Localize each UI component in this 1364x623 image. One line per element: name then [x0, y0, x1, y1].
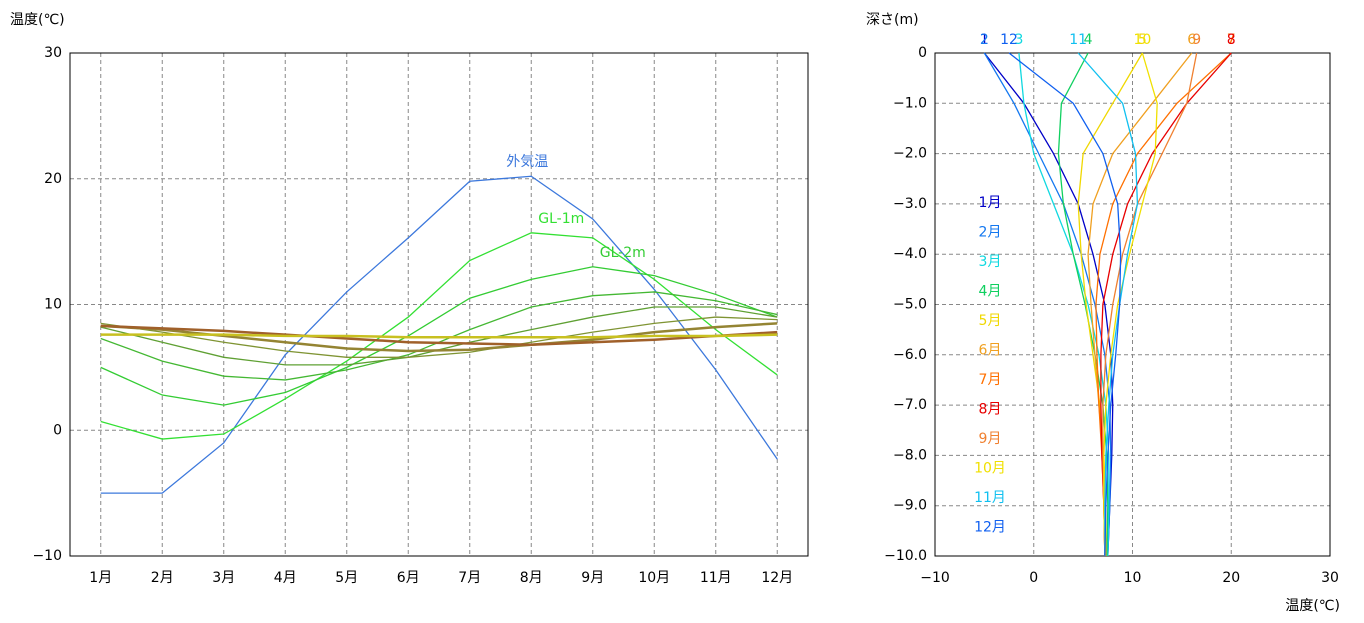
x-tick-label: 8月: [520, 570, 543, 586]
x-tick-label: 6月: [397, 570, 420, 586]
series-label: GL-2m: [600, 245, 646, 261]
y-tick-label: 0: [918, 45, 927, 61]
y-tick-label: −5.0: [893, 297, 927, 313]
y-tick-label: −10: [32, 548, 62, 564]
data-line: [100, 333, 778, 339]
top-label: 2: [980, 32, 989, 48]
y-tick-label: 0: [53, 422, 62, 438]
x-tick-label: 11月: [700, 570, 732, 586]
y-tick-label: −7.0: [893, 397, 927, 413]
x-tick-label: 1月: [89, 570, 112, 586]
top-label: 6: [1187, 32, 1196, 48]
top-label: 9: [1192, 32, 1201, 48]
data-line: [100, 324, 778, 346]
x-tick-label: 0: [1029, 570, 1038, 586]
top-label: 4: [1084, 32, 1093, 48]
x-tick-label: 30: [1321, 570, 1339, 586]
data-line: [100, 232, 778, 440]
legend-label: 9月: [979, 431, 1002, 447]
plot-frame: [934, 52, 1331, 557]
profile-line: [1100, 52, 1232, 557]
y-tick-label: −2.0: [893, 146, 927, 162]
y-tick-label: −3.0: [893, 196, 927, 212]
legend-label: 8月: [979, 402, 1002, 418]
x-tick-label: 9月: [581, 570, 604, 586]
y-tick-label: −4.0: [893, 246, 927, 262]
x-tick-label: 7月: [458, 570, 481, 586]
y-axis-label: 温度(℃): [10, 12, 65, 28]
profile-line: [1018, 52, 1110, 557]
top-label: 8: [1227, 32, 1236, 48]
data-line: [100, 316, 778, 358]
top-label: 11: [1069, 32, 1087, 48]
legend-label: 1月: [979, 195, 1002, 211]
y-tick-label: −10.0: [884, 548, 927, 564]
top-label: 3: [1014, 32, 1023, 48]
legend-label: 2月: [979, 225, 1002, 241]
x-tick-label: 5月: [335, 570, 358, 586]
x-tick-label: 12月: [761, 570, 793, 586]
y-tick-label: −9.0: [893, 498, 927, 514]
y-tick-label: 10: [44, 297, 62, 313]
x-tick-label: 20: [1222, 570, 1240, 586]
x-tick-label: 3月: [212, 570, 235, 586]
data-line: [100, 175, 778, 494]
x-tick-label: 10月: [638, 570, 670, 586]
profile-line: [1103, 52, 1158, 557]
series-label: GL-1m: [538, 211, 584, 227]
profile-line: [1102, 52, 1198, 557]
profile-line: [1008, 52, 1122, 557]
y-axis-label: 深さ(m): [866, 12, 919, 28]
data-line: [100, 266, 778, 406]
series-label: 外気温: [506, 154, 548, 170]
y-tick-label: −8.0: [893, 447, 927, 463]
top-label: 1: [980, 32, 989, 48]
x-tick-label: 10: [1124, 570, 1142, 586]
profile-line: [983, 52, 1114, 557]
top-label: 12: [1000, 32, 1018, 48]
legend-label: 7月: [979, 372, 1002, 388]
top-label: 5: [1138, 32, 1147, 48]
legend-label: 4月: [979, 284, 1002, 300]
plot-frame: [69, 52, 809, 557]
legend-label: 12月: [974, 520, 1006, 536]
x-tick-label: 2月: [151, 570, 174, 586]
y-tick-label: −6.0: [893, 347, 927, 363]
legend-label: 5月: [979, 313, 1002, 329]
legend-label: 3月: [979, 254, 1002, 270]
y-tick-label: 30: [44, 45, 62, 61]
x-axis-label: 温度(℃): [1285, 598, 1340, 614]
top-label: 10: [1133, 32, 1151, 48]
legend-label: 10月: [974, 461, 1006, 477]
y-tick-label: −1.0: [893, 95, 927, 111]
legend-label: 6月: [979, 343, 1002, 359]
x-tick-label: −10: [920, 570, 950, 586]
legend-label: 11月: [974, 490, 1006, 506]
y-tick-label: 20: [44, 171, 62, 187]
x-tick-label: 4月: [274, 570, 297, 586]
top-label: 7: [1227, 32, 1236, 48]
